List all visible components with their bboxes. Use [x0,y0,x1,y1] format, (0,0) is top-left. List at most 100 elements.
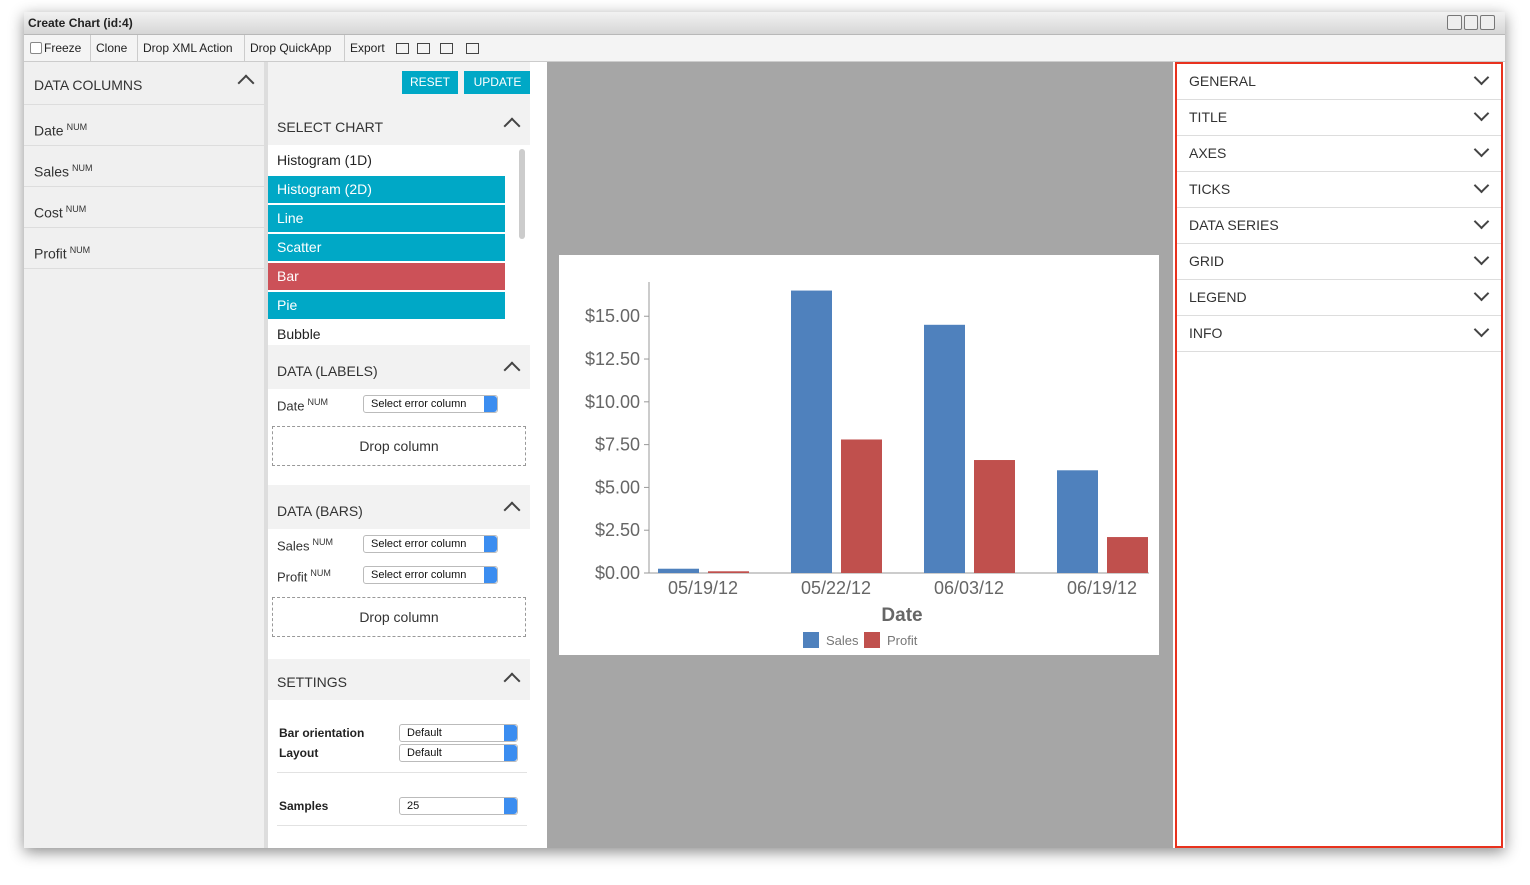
column-item[interactable]: Date NUM [24,105,264,146]
option-title: AXES [1189,145,1227,161]
toolbar-icon[interactable] [440,43,453,54]
toolbar: Freeze Clone Drop XML Action Drop QuickApp E… [24,35,1505,62]
chart-type-item[interactable]: Bar [268,263,505,290]
bar [1107,537,1148,573]
error-column-select[interactable]: Select error column [363,566,498,584]
reset-button[interactable]: RESET [402,71,458,94]
column-name: Sales [34,163,70,180]
collapse-icon [503,117,521,135]
column-name: Date [34,122,64,139]
error-column-select[interactable]: Select error column [363,535,498,553]
close-button[interactable] [1480,15,1496,30]
toolbar-item[interactable]: Drop XML Action [137,35,238,61]
toolbar-label: Export [350,41,385,55]
separator [277,772,527,773]
option-header[interactable]: AXES [1177,136,1501,172]
option-header[interactable]: TITLE [1177,100,1501,136]
setting-label: Layout [279,746,319,760]
option-title: INFO [1189,325,1223,341]
x-axis-title: Date [881,605,922,626]
column-item[interactable]: Profit NUM [24,228,264,269]
options-panel: GENERAL TITLE AXES TICKS DATA SERIES GRID LEGE… [1175,62,1503,848]
toolbar-item[interactable]: Clone [90,35,132,61]
drop-zone[interactable]: Drop column [272,426,526,466]
setting-label: Samples [279,799,329,813]
toolbar-icon[interactable] [466,43,479,54]
chart-type-item[interactable]: Line [268,205,505,232]
setting-select[interactable]: Default [399,724,518,742]
x-tick-label: 06/03/12 [934,578,1004,598]
checkbox[interactable] [30,42,42,54]
field-name: Date NUM [277,397,328,413]
toolbar-label: Freeze [44,41,82,55]
expand-icon [1473,105,1490,122]
section-header[interactable]: DATA (BARS) [268,489,530,529]
toolbar-item[interactable]: Freeze [28,35,86,61]
toolbar-icon[interactable] [396,43,409,54]
chart-type-item[interactable]: Bubble [277,326,321,342]
column-name: Cost [34,204,63,221]
panel-title: DATA COLUMNS [34,77,143,93]
window-controls[interactable] [1447,15,1496,30]
section-header[interactable]: SELECT CHART [268,105,530,145]
field-type: NUM [310,568,331,578]
y-tick-label: $0.00 [595,563,640,583]
y-tick-label: $12.50 [585,349,640,369]
field-type: NUM [312,537,334,547]
option-title: GRID [1189,253,1224,269]
drop-zone[interactable]: Drop column [272,597,526,637]
expand-icon [1473,177,1490,194]
setting-select[interactable]: 25 [399,797,518,815]
field-name: Profit NUM [277,568,331,584]
option-header[interactable]: GRID [1177,244,1501,280]
option-title: TITLE [1189,109,1228,125]
chart-type-item[interactable]: Histogram (2D) [268,176,505,203]
section-header[interactable]: SETTINGS [268,660,530,700]
column-type: NUM [72,163,93,173]
column-item[interactable]: Sales NUM [24,146,264,187]
toolbar-label: Drop QuickApp [250,41,332,55]
option-title: LEGEND [1189,289,1247,305]
x-tick-label: 05/22/12 [801,578,871,598]
option-title: TICKS [1189,181,1231,197]
config-panel: RESET UPDATE SELECT CHART Histogram (1D)… [268,62,530,848]
field-label: Profit [277,569,308,585]
chart-type-item[interactable]: Scatter [268,234,505,261]
field-row: Date NUM Select error column [268,389,530,420]
bar [841,439,882,573]
chart-type-list: Histogram (1D) Histogram (2D) Line Scatter B… [268,145,530,348]
option-header[interactable]: TICKS [1177,172,1501,208]
select-chart-section: SELECT CHART Histogram (1D) Histogram (2D… [268,105,530,345]
toolbar-item[interactable]: Export [344,35,390,61]
column-type: NUM [65,204,87,214]
column-item[interactable]: Cost NUM [24,187,264,228]
update-button[interactable]: UPDATE [464,71,530,94]
chart-container: $0.00 $2.50 $5.00 $7.50 $10.00 $12.50 $15.00 05… [559,255,1159,655]
separator [277,825,527,826]
section-title: DATA (LABELS) [277,363,378,379]
setting-select[interactable]: Default [399,744,518,762]
bar [924,324,965,573]
field-row: Sales NUM Select error column [268,529,530,560]
option-header[interactable]: DATA SERIES [1177,208,1501,244]
restore-button[interactable] [1463,15,1479,30]
toolbar-item[interactable]: Drop QuickApp [244,35,336,61]
y-tick-label: $15.00 [585,306,640,326]
help-button[interactable] [1447,15,1462,30]
section-header[interactable]: DATA (LABELS) [268,349,530,389]
toolbar-label: Drop XML Action [143,41,233,55]
chart-type-item[interactable]: Histogram (1D) [277,152,372,168]
bar [791,290,832,573]
option-header[interactable]: INFO [1177,316,1501,352]
toolbar-icon[interactable] [417,43,430,54]
chart-type-item[interactable]: Pie [268,292,505,319]
expand-icon [1473,69,1490,86]
error-column-select[interactable]: Select error column [363,395,498,413]
option-header[interactable]: LEGEND [1177,280,1501,316]
expand-icon [1473,213,1490,230]
panel-header[interactable]: DATA COLUMNS [24,62,264,105]
option-header[interactable]: GENERAL [1177,64,1501,100]
data-labels-section: DATA (LABELS) Date NUM Select error column… [268,349,530,485]
legend-swatch [864,632,880,648]
